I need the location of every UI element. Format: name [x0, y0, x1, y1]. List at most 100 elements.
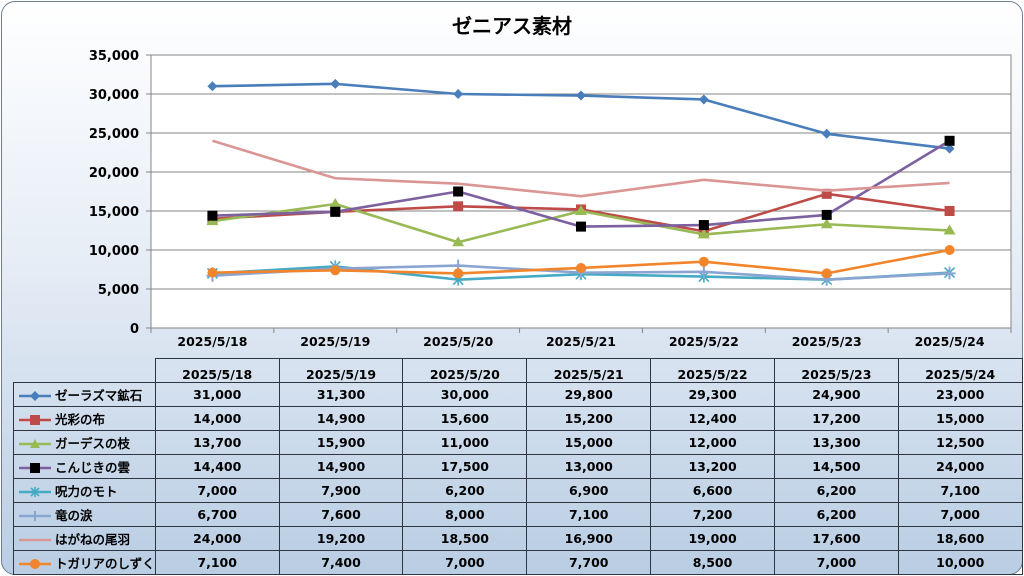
series-name-cell: こんじきの雲	[13, 453, 156, 479]
y-tick-label: 30,000	[89, 88, 139, 103]
legend-key	[19, 439, 51, 448]
chart-title: ゼニアス素材	[452, 14, 572, 38]
legend-key	[19, 463, 51, 473]
data-point	[697, 228, 710, 239]
series-name-cell: 竜の涙	[13, 501, 156, 527]
table-cell: 8,500	[650, 549, 775, 575]
data-point	[820, 218, 833, 229]
series-name-cell: ゼーラズマ鉱石	[13, 381, 156, 407]
y-tick-label: 15,000	[89, 205, 139, 220]
series-name-cell: トガリアのしずく	[13, 549, 156, 575]
series-name: はがねの尾羽	[55, 531, 131, 547]
series-name: 竜の涙	[55, 507, 93, 523]
data-point	[821, 188, 832, 199]
table-cell: 7,100	[526, 501, 652, 527]
table-date-header: 2025/5/20	[402, 358, 528, 383]
table-cell: 6,900	[526, 477, 652, 503]
legend-key	[19, 487, 51, 497]
table-row: ゼーラズマ鉱石 31,000 31,300 30,000 29,800 29,300 24,…	[13, 381, 1023, 407]
table-cell: 13,000	[526, 453, 652, 479]
data-point	[575, 205, 587, 215]
data-point	[329, 197, 342, 208]
table-cell: 18,500	[402, 525, 528, 551]
table-cell: 18,600	[897, 525, 1023, 551]
table-row: 竜の涙 6,700 7,600 8,000 7,100 7,200 6,200 7,000	[13, 501, 1023, 527]
table-cell: 17,500	[402, 453, 528, 479]
x-tick-label: 2025/5/18	[177, 334, 247, 349]
table-date-header: 2025/5/19	[278, 358, 404, 383]
data-point	[453, 268, 464, 279]
table-cell: 15,000	[897, 405, 1023, 431]
table-cell: 7,200	[650, 501, 775, 527]
table-cell: 7,000	[897, 501, 1023, 527]
data-point	[207, 81, 218, 92]
table-cell: 23,000	[897, 381, 1023, 407]
table-cell: 7,600	[278, 501, 404, 527]
table-cell: 7,100	[897, 477, 1023, 503]
data-point	[330, 265, 341, 276]
series-name: ガーデスの枝	[55, 435, 131, 451]
table-row: こんじきの雲 14,400 14,900 17,500 13,000 13,200 14,5…	[13, 453, 1023, 479]
table-cell: 6,700	[154, 501, 280, 527]
table-cell: 19,200	[278, 525, 404, 551]
data-point	[452, 236, 465, 247]
data-point	[944, 245, 955, 255]
data-point	[576, 262, 586, 273]
table-cell: 14,900	[278, 405, 404, 431]
legend-key	[19, 559, 51, 569]
x-tick-label: 2025/5/24	[915, 334, 985, 349]
legend-key	[19, 511, 51, 521]
data-point	[698, 256, 709, 267]
table-cell: 14,500	[773, 453, 899, 479]
table-cell: 6,600	[650, 477, 775, 503]
table-cell: 15,900	[278, 429, 404, 455]
x-tick-label: 2025/5/21	[546, 334, 616, 349]
table-corner	[13, 358, 156, 383]
table-header-row: 2025/5/18 2025/5/19 2025/5/20 2025/5/21 2025…	[13, 358, 1023, 383]
table-cell: 11,000	[402, 429, 528, 455]
data-point	[330, 206, 341, 217]
table-cell: 8,000	[402, 501, 528, 527]
table-cell: 30,000	[402, 381, 528, 407]
table-cell: 7,100	[154, 549, 280, 575]
table-cell: 7,000	[154, 477, 280, 503]
table-cell: 14,000	[154, 405, 280, 431]
data-point	[576, 221, 586, 232]
data-point	[697, 265, 710, 278]
table-row: トガリアのしずく 7,100 7,400 7,000 7,700 8,500 7,000 10…	[13, 549, 1023, 575]
table-cell: 29,300	[650, 381, 775, 407]
y-tick-label: 35,000	[89, 49, 139, 64]
x-tick-label: 2025/5/20	[423, 334, 493, 349]
series-name-cell: ガーデスの枝	[13, 429, 156, 455]
data-point	[576, 90, 586, 101]
data-point	[207, 210, 218, 221]
series-name: 光彩の布	[55, 411, 106, 427]
table-cell: 16,900	[526, 525, 652, 551]
table-date-header: 2025/5/24	[897, 358, 1023, 383]
table-cell: 15,600	[402, 405, 528, 431]
table-cell: 24,000	[154, 525, 280, 551]
series-name: ゼーラズマ鉱石	[55, 387, 143, 403]
table-cell: 12,500	[897, 429, 1023, 455]
data-point	[944, 143, 955, 154]
x-tick-label: 2025/5/22	[669, 334, 739, 349]
table-cell: 14,400	[154, 453, 280, 479]
series-name-cell: 呪力のモト	[13, 477, 156, 503]
table-date-header: 2025/5/21	[526, 358, 652, 383]
y-tick-label: 25,000	[89, 127, 139, 142]
data-point	[821, 209, 832, 220]
data-point	[821, 128, 832, 139]
table-cell: 15,000	[526, 429, 652, 455]
table-cell: 7,000	[773, 549, 899, 575]
table-cell: 13,200	[650, 453, 775, 479]
table-cell: 10,000	[897, 549, 1023, 575]
data-point	[944, 135, 955, 146]
data-point	[943, 267, 956, 280]
legend-key	[19, 538, 51, 542]
data-point	[453, 201, 464, 212]
series-name: こんじきの雲	[55, 459, 131, 475]
table-cell: 24,900	[773, 381, 899, 407]
table-cell: 7,900	[278, 477, 404, 503]
data-point	[698, 220, 709, 231]
